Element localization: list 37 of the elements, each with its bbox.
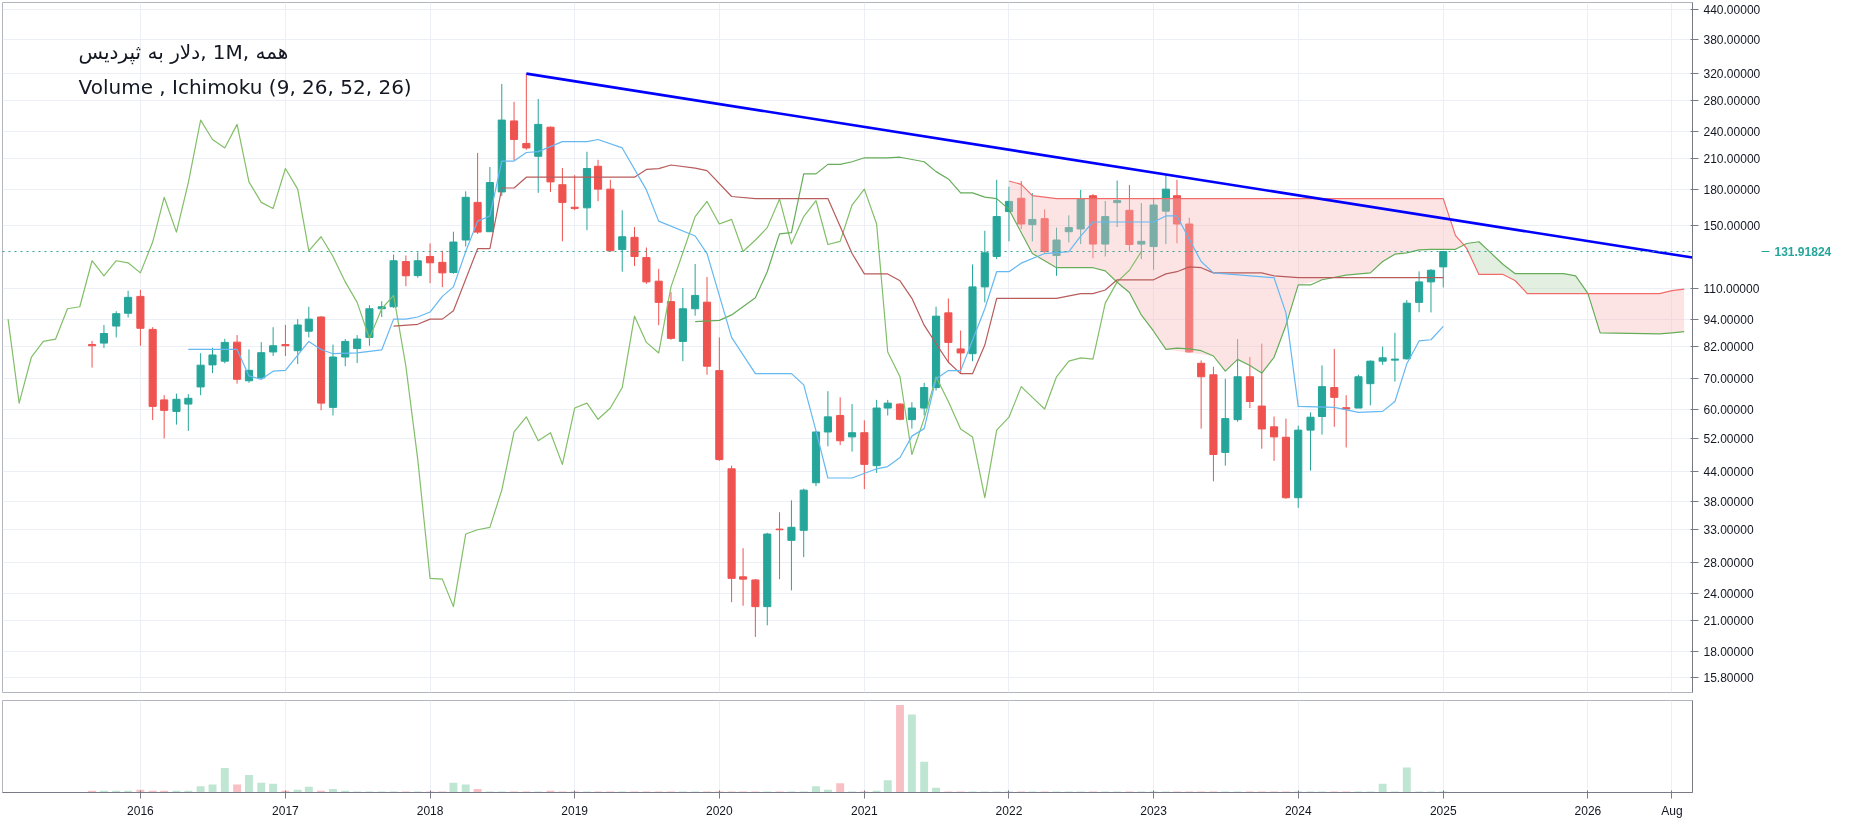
text: Volume , Ichimoku (9, 26, 52, 26) — [78, 74, 412, 99]
x-tick-label: 2023 — [1140, 803, 1168, 818]
y-tick-label: 440.00000 — [1703, 3, 1761, 18]
y-tick-label: 21.00000 — [1703, 613, 1754, 628]
x-tick-label: Aug — [1661, 803, 1683, 818]
y-tick-label: 110.00000 — [1703, 281, 1760, 296]
y-tick-label: 38.00000 — [1703, 494, 1754, 509]
y-tick-label: 60.00000 — [1703, 403, 1754, 418]
y-tick-label: 18.00000 — [1703, 644, 1754, 659]
y-tick-label: 240.00000 — [1703, 124, 1761, 139]
y-tick-label: 180.00000 — [1703, 182, 1761, 197]
y-tick-label: 94.00000 — [1703, 313, 1754, 328]
x-tick-label: 2018 — [416, 803, 444, 818]
y-tick-label: 52.00000 — [1703, 431, 1754, 446]
y-tick-label: 28.00000 — [1703, 556, 1754, 571]
x-tick-label: 2026 — [1574, 803, 1602, 818]
y-tick-label: 280.00000 — [1703, 93, 1761, 108]
y-tick-label: 320.00000 — [1703, 67, 1761, 82]
y-tick-label: 33.00000 — [1703, 523, 1754, 538]
x-tick-label: 2025 — [1429, 803, 1457, 818]
y-tick-label: 380.00000 — [1703, 32, 1761, 47]
x-tick-label: 2016 — [127, 803, 155, 818]
text: دلار به ثپردیس, 1M, همه — [78, 40, 289, 66]
y-tick-label: 150.00000 — [1703, 219, 1761, 234]
x-tick-label: 2017 — [272, 803, 300, 818]
y-tick-label: 15.80000 — [1703, 671, 1754, 686]
x-tick-label: 2024 — [1284, 803, 1312, 818]
x-tick-label: 2020 — [705, 803, 733, 818]
x-tick-label: 2019 — [561, 803, 589, 818]
y-tick-label: 24.00000 — [1703, 587, 1754, 602]
x-tick-label: 2022 — [995, 803, 1023, 818]
y-tick-label: 210.00000 — [1703, 151, 1761, 166]
x-tick-label: 2021 — [850, 803, 879, 818]
y-tick-label: 44.00000 — [1703, 465, 1754, 480]
ref-line-label: 131.91824 — [1774, 245, 1832, 260]
y-tick-label: 82.00000 — [1703, 340, 1754, 355]
y-tick-label: 70.00000 — [1703, 372, 1754, 387]
